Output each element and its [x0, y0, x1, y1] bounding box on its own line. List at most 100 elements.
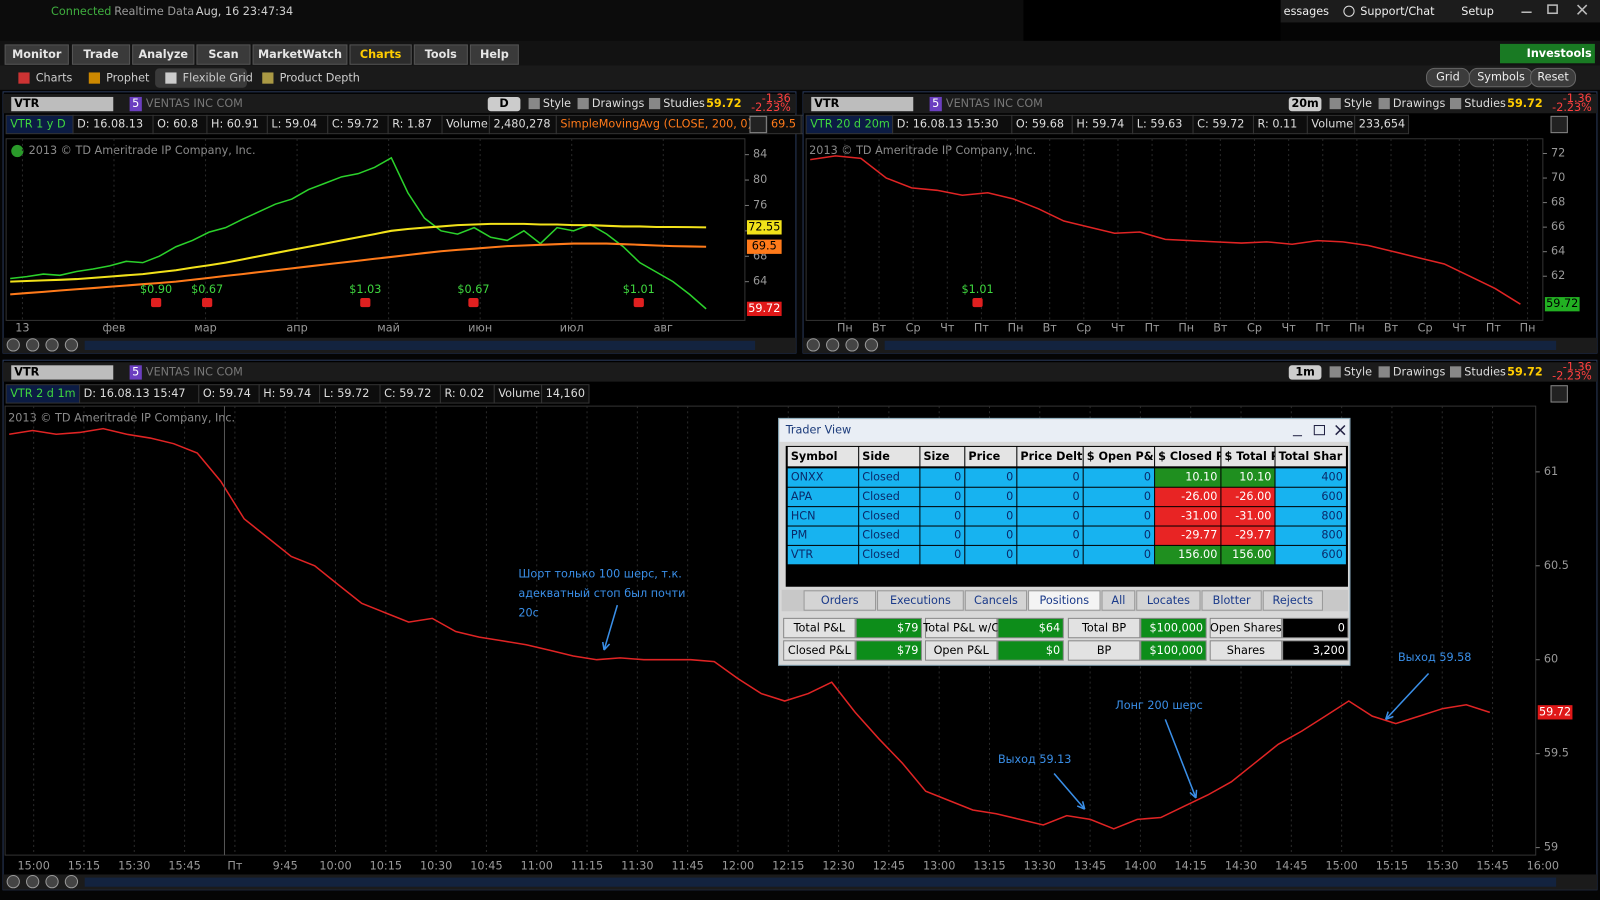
- tab[interactable]: [71, 44, 131, 65]
- tab[interactable]: [252, 44, 348, 65]
- trader-tab[interactable]: [1262, 590, 1323, 611]
- link-box[interactable]: [129, 96, 142, 112]
- nav-button[interactable]: [64, 338, 79, 352]
- trader-tab-label[interactable]: Rejects: [1273, 594, 1314, 607]
- window-controls[interactable]: [1521, 4, 1588, 15]
- tab-label[interactable]: Trade: [83, 48, 119, 61]
- panel-button[interactable]: Style: [543, 97, 571, 110]
- close[interactable]: [1335, 424, 1346, 436]
- symbol[interactable]: VTR: [14, 97, 39, 110]
- symbol-box[interactable]: [811, 96, 914, 112]
- restore[interactable]: [1547, 4, 1558, 15]
- tab-label[interactable]: Charts: [360, 48, 402, 61]
- link-number[interactable]: 5: [932, 97, 939, 110]
- tab[interactable]: [196, 44, 251, 65]
- aggregation-box[interactable]: [1288, 365, 1322, 380]
- button-icon[interactable]: [648, 97, 661, 110]
- tab-label[interactable]: Monitor: [12, 48, 62, 61]
- tab-label[interactable]: Analyze: [138, 48, 188, 61]
- subtab[interactable]: Prophet: [106, 72, 150, 85]
- trader-tab[interactable]: [877, 590, 964, 611]
- tab-label[interactable]: MarketWatch: [258, 48, 342, 61]
- nav-button[interactable]: [806, 338, 820, 352]
- maximize[interactable]: [1313, 425, 1326, 436]
- symbol-box[interactable]: [11, 96, 114, 112]
- toolbar-label[interactable]: Reset: [1537, 71, 1569, 84]
- button-icon[interactable]: [1378, 97, 1390, 110]
- trader-tab-label[interactable]: Cancels: [974, 594, 1018, 607]
- button-icon[interactable]: [577, 97, 589, 110]
- trader-tab-label[interactable]: Orders: [821, 594, 859, 607]
- window-menu-item[interactable]: essages: [1284, 5, 1329, 18]
- window-menu-item[interactable]: Support/Chat: [1360, 5, 1435, 18]
- nav-button[interactable]: [6, 875, 20, 889]
- trader-tab[interactable]: [803, 590, 877, 611]
- panel-button[interactable]: Drawings: [1393, 365, 1446, 378]
- nav-button[interactable]: [64, 875, 79, 889]
- aggregation[interactable]: 20m: [1291, 97, 1318, 110]
- subtab[interactable]: Flexible Grid: [183, 72, 253, 85]
- trader-tab-label[interactable]: All: [1111, 594, 1125, 607]
- aggregation-box[interactable]: [1288, 96, 1322, 112]
- trader-tab[interactable]: [964, 590, 1028, 611]
- panel-button[interactable]: Studies: [1464, 365, 1506, 378]
- toolbar-label[interactable]: Symbols: [1477, 71, 1525, 84]
- button-icon[interactable]: [528, 97, 540, 110]
- trader-tab-label[interactable]: Blotter: [1213, 594, 1251, 607]
- trader-tab-label[interactable]: Executions: [890, 594, 951, 607]
- symbol[interactable]: VTR: [814, 97, 839, 110]
- aggregation-box[interactable]: [487, 96, 521, 112]
- button-icon[interactable]: [1329, 97, 1341, 110]
- tab[interactable]: [413, 44, 468, 65]
- tab[interactable]: [132, 44, 195, 65]
- panel-button[interactable]: Studies: [663, 97, 705, 110]
- tab-label[interactable]: Scan: [208, 48, 238, 61]
- aggregation[interactable]: 1m: [1295, 365, 1315, 378]
- nav-button[interactable]: [45, 338, 59, 352]
- nav-button[interactable]: [26, 338, 40, 352]
- trader-tab[interactable]: [1028, 590, 1101, 611]
- symbol[interactable]: VTR: [14, 365, 39, 378]
- toolbar-button[interactable]: [1530, 67, 1577, 88]
- summary-label-box: [783, 640, 856, 661]
- nav-button[interactable]: [45, 875, 59, 889]
- window-menu-item[interactable]: Setup: [1461, 5, 1494, 18]
- panel-button[interactable]: Studies: [1464, 97, 1506, 110]
- aggregation[interactable]: D: [499, 97, 508, 110]
- nav-button[interactable]: [6, 338, 20, 352]
- nav-button[interactable]: [826, 338, 840, 352]
- link-number[interactable]: 5: [132, 365, 139, 378]
- tab-label[interactable]: Tools: [425, 48, 457, 61]
- trader-tab[interactable]: [1101, 590, 1136, 611]
- trader-tab-label[interactable]: Positions: [1040, 594, 1090, 607]
- tab[interactable]: [349, 44, 412, 65]
- trader-tab[interactable]: [1201, 590, 1262, 611]
- link-number[interactable]: 5: [132, 97, 139, 110]
- zoom-button[interactable]: [749, 115, 767, 134]
- tab[interactable]: [4, 44, 69, 65]
- tab[interactable]: [469, 44, 519, 65]
- subtab[interactable]: Product Depth: [280, 72, 360, 85]
- nav-button[interactable]: [845, 338, 859, 352]
- toolbar-label[interactable]: Grid: [1436, 71, 1460, 84]
- trader-tab[interactable]: [1136, 590, 1201, 611]
- button-icon[interactable]: [1450, 366, 1462, 378]
- button-icon[interactable]: [1329, 366, 1341, 378]
- symbol-box[interactable]: [11, 365, 114, 380]
- tab-label[interactable]: Help: [480, 48, 509, 61]
- button-icon[interactable]: [1450, 97, 1462, 110]
- zoom-button[interactable]: [1550, 115, 1568, 134]
- nav-button[interactable]: [864, 338, 879, 352]
- link-box[interactable]: [929, 96, 942, 112]
- panel-button[interactable]: Drawings: [1393, 97, 1446, 110]
- trader-tab-label[interactable]: Locates: [1147, 594, 1190, 607]
- panel-button[interactable]: Drawings: [592, 97, 645, 110]
- subtab[interactable]: Charts: [36, 72, 73, 85]
- link-box[interactable]: [129, 365, 142, 380]
- zoom-button[interactable]: [1550, 385, 1568, 403]
- panel-button[interactable]: Style: [1344, 97, 1372, 110]
- close[interactable]: [1577, 4, 1588, 15]
- panel-button[interactable]: Style: [1344, 365, 1372, 378]
- button-icon[interactable]: [1378, 366, 1390, 378]
- nav-button[interactable]: [26, 875, 40, 889]
